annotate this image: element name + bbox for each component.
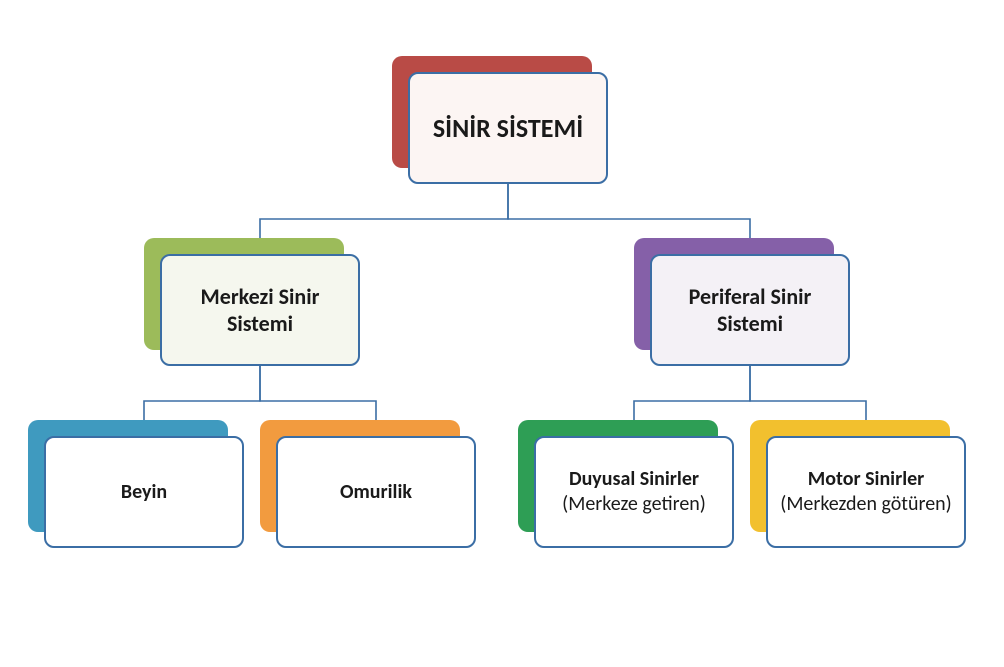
node-root-front: SİNİR SİSTEMİ <box>408 72 608 184</box>
node-sensory-label: Duyusal Sinirler <box>562 467 706 492</box>
node-central-front: Merkezi Sinir Sistemi <box>160 254 360 366</box>
node-motor-label: Motor Sinirler <box>780 467 952 492</box>
node-motor-front: Motor Sinirler (Merkezden götüren) <box>766 436 966 548</box>
node-spinal-label: Omurilik <box>340 480 412 505</box>
node-root-label: SİNİR SİSTEMİ <box>433 112 583 145</box>
node-peripheral-label: Periferal Sinir Sistemi <box>662 283 838 338</box>
node-spinal-front: Omurilik <box>276 436 476 548</box>
node-central-label: Merkezi Sinir Sistemi <box>172 283 348 338</box>
node-motor-sub: (Merkezden götüren) <box>780 492 952 517</box>
node-brain-label: Beyin <box>121 480 167 505</box>
node-sensory-sub: (Merkeze getiren) <box>562 492 706 517</box>
node-brain-front: Beyin <box>44 436 244 548</box>
node-peripheral-front: Periferal Sinir Sistemi <box>650 254 850 366</box>
node-sensory-front: Duyusal Sinirler (Merkeze getiren) <box>534 436 734 548</box>
